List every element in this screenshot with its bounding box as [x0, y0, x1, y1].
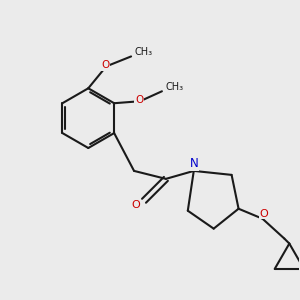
Text: O: O	[259, 209, 268, 219]
Text: O: O	[101, 60, 109, 70]
Text: CH₃: CH₃	[135, 47, 153, 58]
Text: CH₃: CH₃	[166, 82, 184, 92]
Text: N: N	[189, 158, 198, 170]
Text: O: O	[132, 200, 140, 210]
Text: O: O	[135, 95, 143, 105]
